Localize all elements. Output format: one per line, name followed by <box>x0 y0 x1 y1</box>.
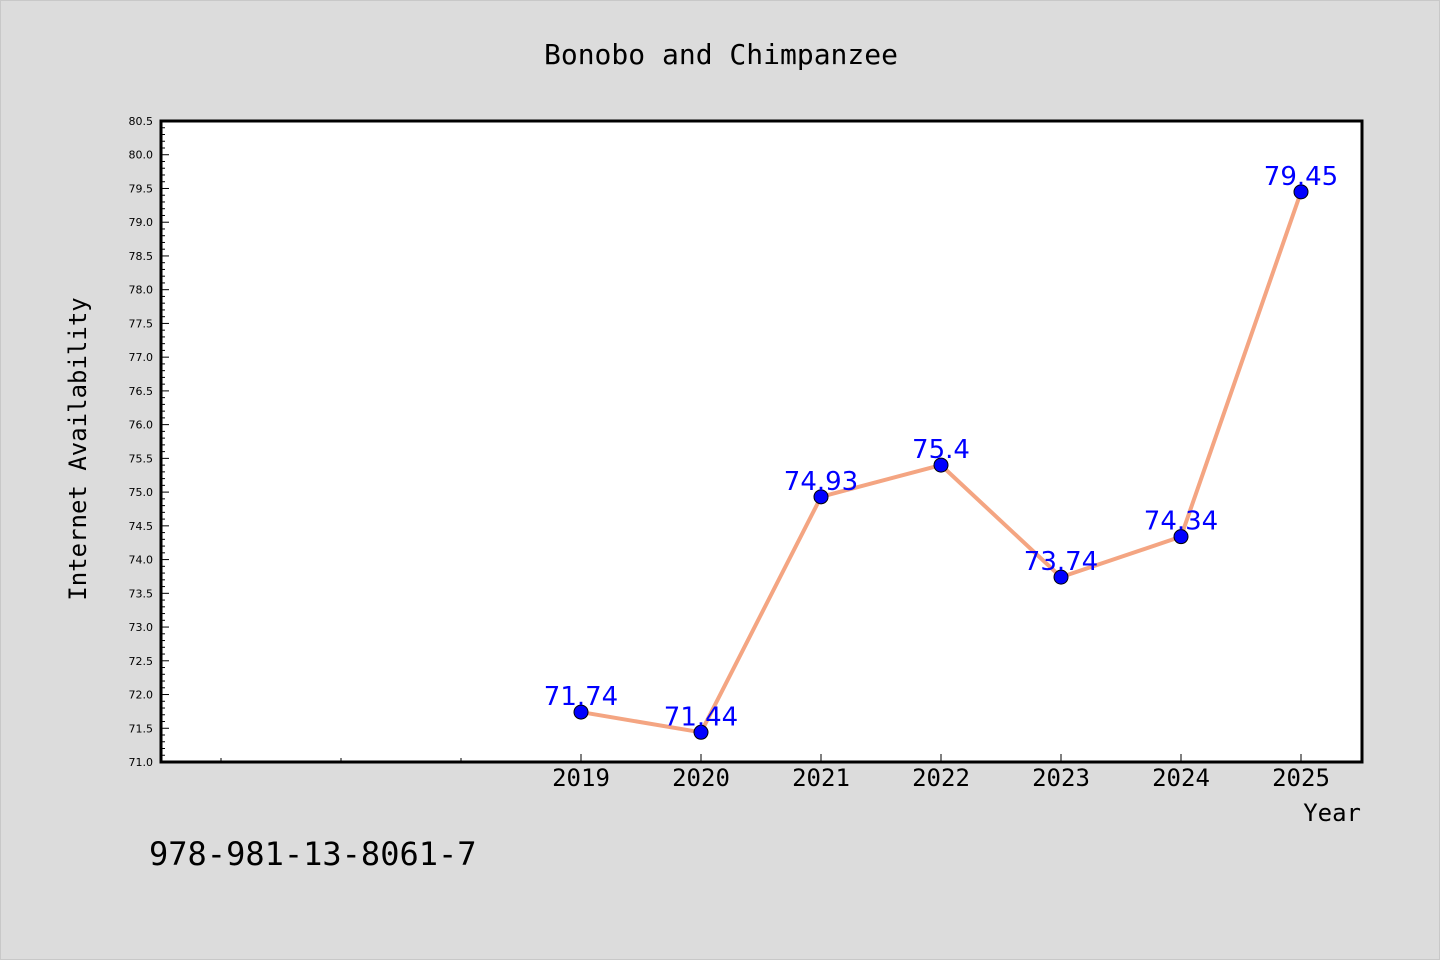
y-tick-label: 80.5 <box>129 115 154 128</box>
data-point <box>693 724 709 740</box>
plot-area <box>159 119 1364 764</box>
data-label: 71.74 <box>544 682 618 712</box>
x-tick-label: 2025 <box>1272 764 1330 792</box>
y-tick-label: 75.0 <box>129 486 154 499</box>
data-point <box>933 457 949 473</box>
y-axis: 71.0 71.5 72.0 72.5 73.0 73.5 74.0 74.5 75.0 75.5… <box>129 115 169 769</box>
chart-title: Bonobo and Chimpanzee <box>544 38 898 71</box>
x-tick-label: 2020 <box>672 764 730 792</box>
series-layer: 71.74 71.44 74.93 75.4 73.74 74.34 79.45 <box>544 162 1338 740</box>
y-tick-label: 75.5 <box>129 452 154 465</box>
data-label: 73.74 <box>1024 547 1098 577</box>
data-label: 74.34 <box>1144 507 1218 537</box>
y-tick-label: 73.5 <box>129 587 154 600</box>
y-tick-label: 73.0 <box>129 621 154 634</box>
y-tick-label: 79.0 <box>129 216 154 229</box>
x-tick-label: 2019 <box>552 764 610 792</box>
y-tick-label: 71.0 <box>129 756 154 769</box>
data-label: 74.93 <box>784 467 858 497</box>
y-tick-label: 71.5 <box>129 722 154 735</box>
data-label: 71.44 <box>664 702 738 732</box>
y-tick-label: 74.0 <box>129 554 154 567</box>
y-tick-label: 76.5 <box>129 385 154 398</box>
y-tick-label: 72.5 <box>129 655 154 668</box>
x-tick-label: 2021 <box>792 764 850 792</box>
data-point <box>1173 529 1189 545</box>
y-axis-label: Internet Availability <box>64 297 92 600</box>
x-axis-label: Year <box>1303 799 1361 827</box>
data-label: 75.4 <box>912 435 970 465</box>
y-tick-label: 78.5 <box>129 250 154 263</box>
y-tick-label: 72.0 <box>129 689 154 702</box>
x-tick-label: 2023 <box>1032 764 1090 792</box>
y-tick-label: 76.0 <box>129 419 154 432</box>
data-point <box>1293 184 1309 200</box>
annotation-text: 978-981-13-8061-7 <box>149 835 477 873</box>
x-tick-label: 2022 <box>912 764 970 792</box>
y-tick-label: 79.5 <box>129 182 154 195</box>
data-point <box>813 489 829 505</box>
y-tick-label: 80.0 <box>129 149 154 162</box>
data-label: 79.45 <box>1264 162 1338 192</box>
data-point <box>1053 569 1069 585</box>
data-point <box>573 704 589 720</box>
x-axis: 2019 2020 2021 2022 2023 2024 2025 <box>220 754 1330 792</box>
y-tick-label: 74.5 <box>129 520 154 533</box>
y-tick-label: 77.5 <box>129 317 154 330</box>
y-tick-label: 78.0 <box>129 284 154 297</box>
y-tick-label: 77.0 <box>129 351 154 364</box>
x-tick-label: 2024 <box>1152 764 1210 792</box>
